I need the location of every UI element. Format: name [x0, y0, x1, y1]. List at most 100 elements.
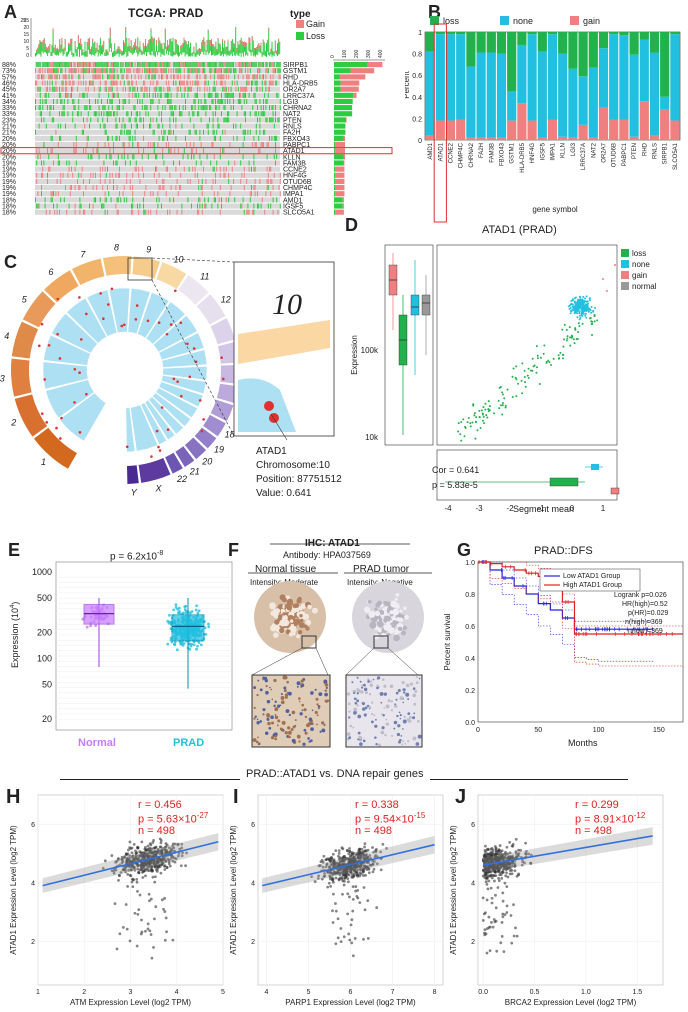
tumor-zoom-cells [395, 691, 399, 695]
oncoprint-cell [75, 68, 77, 74]
oncoprint-cell [105, 86, 107, 92]
tumor-zoom-cells [385, 722, 389, 726]
oncoprint-cell [37, 154, 39, 160]
cnv-track [127, 287, 151, 335]
oncoprint-cell [42, 80, 44, 86]
km-stat-nhigh: n(high)=369 [625, 619, 663, 626]
oncoprint-cell [197, 172, 198, 178]
oncoprint-cell [222, 80, 224, 86]
oncoprint-cell [156, 166, 158, 172]
d-legend-swatch [621, 260, 629, 268]
hist-loss-bar [104, 52, 106, 57]
oncoprint-cell [134, 62, 136, 68]
normal-tissue-texture [286, 598, 294, 605]
cnv-point [85, 312, 88, 316]
hist-loss-bar [214, 46, 216, 57]
oncoprint-cell [240, 86, 242, 92]
oncoprint-cell [236, 111, 238, 117]
hist-gain-bar [235, 27, 237, 29]
normal-zoom-cells [271, 721, 275, 725]
oncoprint-cell [140, 86, 142, 92]
oncoprint-cell [51, 80, 53, 86]
tumor-zoom-cells [413, 702, 417, 706]
oncoprint-cell [111, 135, 113, 141]
row-gene: HLA-DRB5 [283, 80, 318, 87]
hist-gain-bar [49, 44, 51, 49]
hist-loss-bar [124, 42, 126, 55]
row-percent: 18% [2, 203, 16, 210]
scatter-point [375, 906, 379, 909]
oncoprint-cell [230, 92, 232, 98]
normal-tissue-texture [279, 619, 287, 627]
b-bar-gain [466, 137, 476, 140]
scatter-point [329, 871, 332, 875]
oncoprint-cell [115, 135, 117, 141]
cnv-point [202, 418, 205, 421]
scatter-point [348, 847, 351, 850]
cnv-track [86, 289, 118, 337]
oncoprint-cell [132, 185, 134, 191]
oncoprint-cell [122, 117, 124, 123]
normal-zoom-cells [265, 690, 269, 695]
tumor-zoom-cells [397, 688, 401, 693]
chromosome-band [165, 452, 183, 474]
oncoprint-cell [211, 98, 213, 105]
row-gain-bar [343, 160, 345, 166]
normal-zoom-cells [319, 730, 322, 733]
scatter-point [341, 859, 344, 863]
cnv-point [172, 377, 176, 381]
oncoprint-cell [194, 172, 196, 178]
hist-loss-bar [184, 40, 186, 57]
oncoprint-cell [85, 185, 87, 191]
oncoprint-cell [115, 172, 117, 178]
oncoprint-cell [73, 62, 75, 68]
hist-gain-bar [140, 49, 142, 53]
oncoprint-cell [97, 68, 99, 74]
oncoprint-cell [222, 74, 224, 80]
hist-loss-bar [161, 43, 163, 54]
tumor-zoom-cells [371, 701, 374, 704]
oncoprint-cell [95, 62, 96, 68]
oncoprint-cell [204, 68, 206, 74]
oncoprint-cell [254, 74, 256, 80]
oncoprint-cell [222, 86, 224, 92]
oncoprint-cell [161, 92, 162, 98]
scatter-xtick: 6 [349, 989, 353, 996]
oncoprint-cell [60, 62, 62, 68]
oncoprint-cell [47, 62, 48, 68]
cnv-point [40, 322, 44, 326]
d-point-none [585, 316, 588, 319]
oncoprint-cell [56, 203, 58, 209]
d-point-gain [606, 290, 608, 292]
normal-tissue-texture [296, 598, 302, 604]
oncoprint-cell [122, 86, 124, 92]
oncoprint-cell [267, 92, 269, 98]
scatter-point [128, 840, 132, 844]
oncoprint-cell [240, 178, 242, 184]
oncoprint-cell [223, 62, 225, 68]
normal-zoom-cells [321, 728, 326, 733]
tumor-tissue-texture [380, 611, 385, 615]
oncoprint-cell [228, 68, 230, 74]
g-ci-upper [478, 561, 683, 627]
scatter-point [150, 869, 154, 873]
oncoprint-cell [270, 191, 272, 197]
tumor-zoom-cells [356, 692, 359, 695]
oncoprint-cell [182, 80, 184, 86]
d-point-none [581, 309, 584, 312]
oncoprint-cell [260, 141, 262, 148]
scatter-point [121, 926, 125, 929]
oncoprint-cell [122, 105, 124, 111]
oncoprint-cell [183, 92, 185, 98]
oncoprint-cell [192, 111, 194, 117]
hist-loss-bar [227, 39, 229, 55]
scatter-frame [477, 794, 664, 986]
oncoprint-cell [117, 172, 119, 178]
scatter-point [148, 849, 152, 853]
oncoprint-cell [89, 80, 90, 86]
d-point-loss [504, 404, 507, 407]
oncoprint-cell [126, 129, 128, 135]
hist-loss-bar [88, 37, 90, 54]
oncoprint-cell [225, 74, 227, 80]
